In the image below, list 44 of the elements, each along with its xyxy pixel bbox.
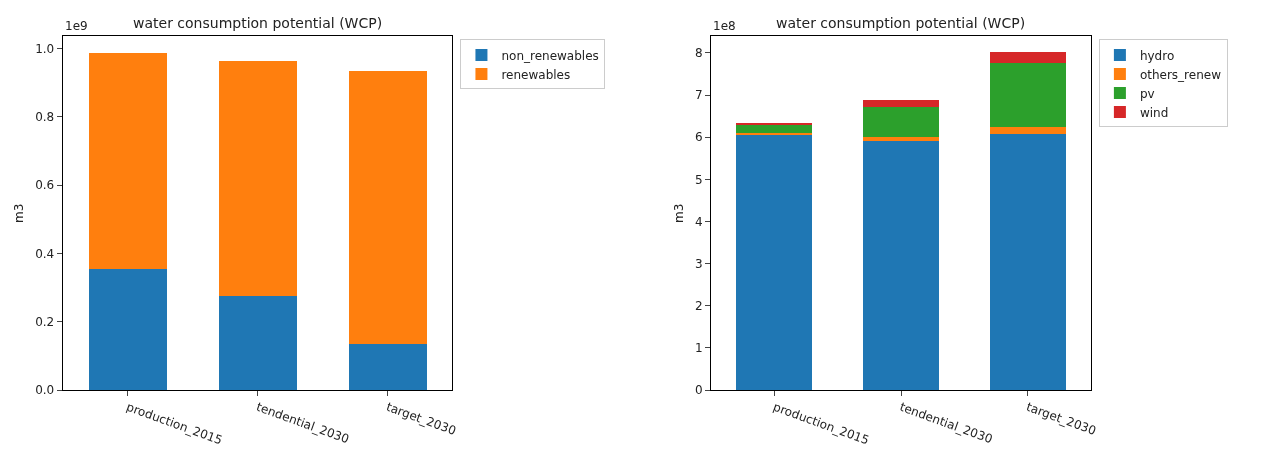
bar [989,52,1066,63]
bar [989,126,1066,134]
bar [863,99,939,107]
y-tick-label: 7 [695,88,703,103]
bar [863,137,939,141]
bar [218,61,297,296]
bar [989,133,1066,391]
y-tick-label: 1.0 [35,41,55,56]
text: 1e8 [713,19,736,33]
y-tick-label: 4 [695,214,703,229]
y-axis-title: m3 [12,203,27,223]
bar [218,295,297,391]
bar [348,344,427,391]
bar [88,268,167,391]
y-tick-label: 0 [695,383,703,398]
y-tick-label: 0.0 [35,383,55,398]
y-tick-label: 1 [695,341,703,356]
chart-title: water consumption potential (WCP) [133,15,383,31]
legend-label: wind [1139,105,1169,120]
bar [348,70,427,345]
y-tick-label: 0.6 [35,178,55,193]
bar [88,52,167,269]
legend-label: others_renew [1139,67,1222,82]
bar [863,140,939,391]
legend-label: hydro [1139,48,1175,63]
bar [736,133,813,136]
bar [989,62,1066,127]
y-tick-label: 5 [695,172,703,187]
legend-label: non_renewables [501,48,599,63]
y-tick-label: 0.4 [35,246,55,261]
bar [736,135,813,391]
y-tick-label: 2 [695,298,703,313]
bar [863,106,939,138]
bar [736,125,813,134]
legend-label: renewables [501,67,571,82]
y-tick-label: 3 [695,256,703,271]
y-tick-label: 6 [695,130,703,145]
chart-title: water consumption potential (WCP) [776,15,1026,31]
y-axis-title: m3 [672,203,687,223]
y-tick-label: 0.8 [35,109,55,124]
y-tick-label: 8 [695,46,703,61]
text: 1e9 [65,19,88,33]
y-tick-label: 0.2 [35,314,55,329]
legend-label: pv [1139,86,1155,101]
